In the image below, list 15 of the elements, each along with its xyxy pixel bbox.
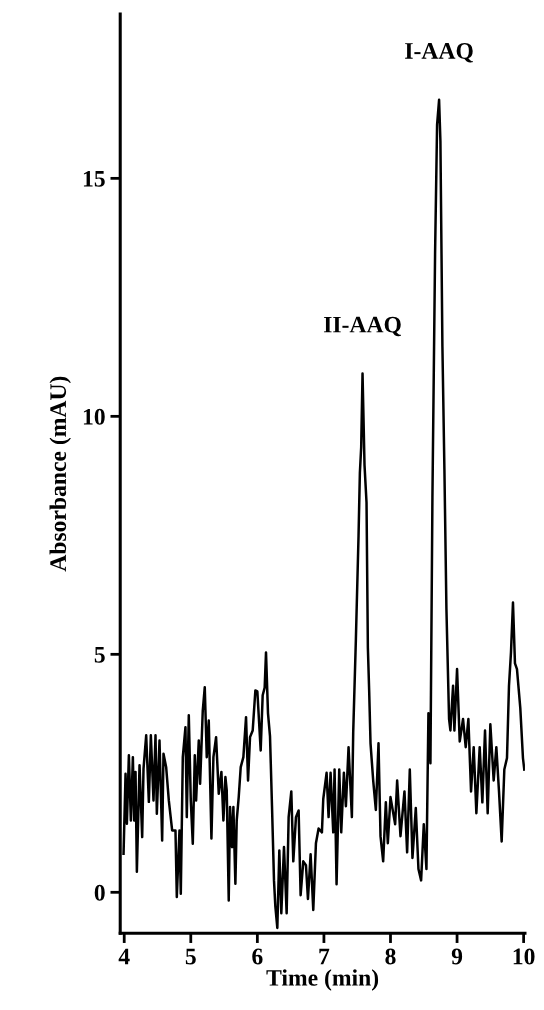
annotation: I-AAQ — [405, 43, 473, 63]
x-tick-label: 4 — [118, 948, 130, 965]
y-tick-label: 10 — [83, 408, 105, 425]
y-tick-label: 5 — [94, 647, 105, 663]
y-axis-title: Absorbance (mAU) — [49, 376, 71, 572]
y-tick-label: 0 — [94, 884, 105, 901]
x-tick-label: 5 — [185, 948, 196, 965]
y-tick-label: 15 — [83, 170, 105, 187]
x-tick-label: 10 — [513, 948, 535, 965]
x-tick-label: 7 — [319, 948, 330, 965]
x-tick-label: 9 — [451, 948, 463, 965]
annotation: II-AAQ — [323, 316, 401, 337]
x-axis-title: Time (min) — [266, 969, 379, 991]
x-tick-label: 6 — [252, 948, 263, 965]
x-tick-label: 8 — [385, 948, 396, 965]
